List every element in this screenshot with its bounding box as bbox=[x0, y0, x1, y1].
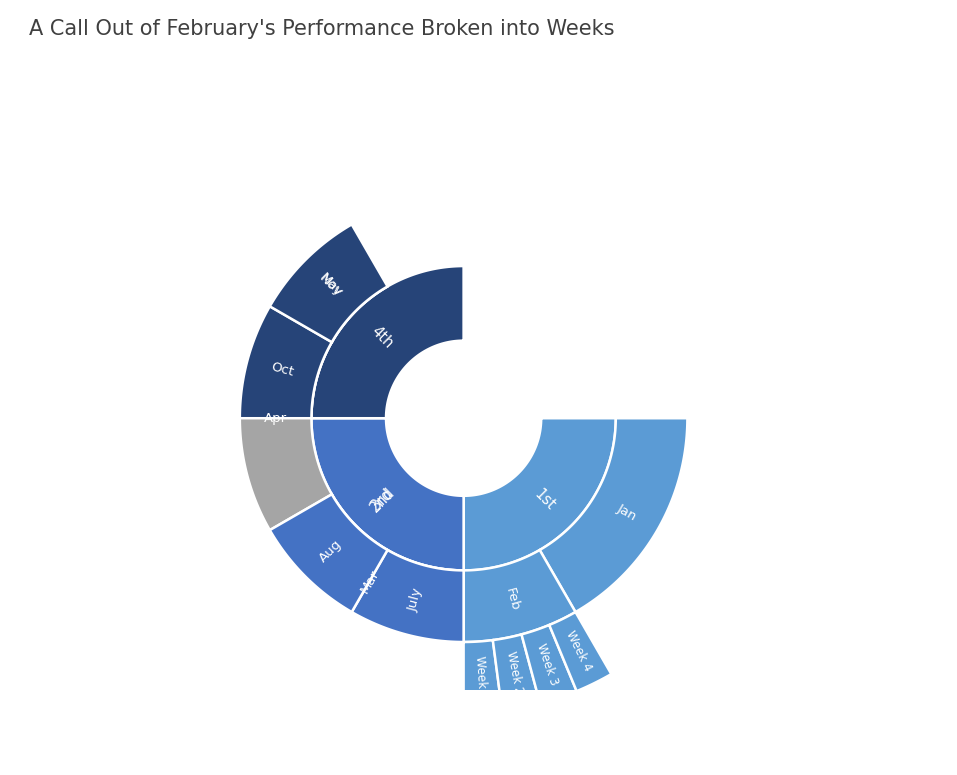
Polygon shape bbox=[493, 635, 540, 711]
Text: Week 2: Week 2 bbox=[503, 650, 524, 695]
Text: 4th: 4th bbox=[368, 323, 396, 351]
Polygon shape bbox=[270, 225, 388, 342]
Text: Mar: Mar bbox=[358, 567, 382, 595]
Text: Nov: Nov bbox=[317, 271, 345, 299]
Text: Week 3: Week 3 bbox=[534, 642, 560, 687]
Text: A Call Out of February's Performance Broken into Weeks: A Call Out of February's Performance Bro… bbox=[29, 19, 614, 40]
Text: 1st: 1st bbox=[531, 486, 558, 513]
Polygon shape bbox=[270, 494, 388, 612]
Text: Week 1: Week 1 bbox=[473, 655, 488, 699]
Polygon shape bbox=[240, 306, 332, 530]
Polygon shape bbox=[463, 550, 575, 642]
Text: Oct: Oct bbox=[269, 360, 295, 379]
Polygon shape bbox=[352, 550, 463, 642]
Text: Jan: Jan bbox=[614, 501, 638, 523]
Polygon shape bbox=[311, 266, 463, 419]
Polygon shape bbox=[240, 306, 332, 418]
Text: Week 4: Week 4 bbox=[563, 629, 594, 673]
Polygon shape bbox=[522, 625, 577, 704]
Polygon shape bbox=[311, 418, 463, 570]
Polygon shape bbox=[540, 418, 687, 612]
Text: Apr: Apr bbox=[264, 412, 287, 425]
Polygon shape bbox=[463, 418, 615, 570]
Polygon shape bbox=[270, 494, 463, 642]
Text: Aug: Aug bbox=[317, 537, 345, 565]
Text: 2nd: 2nd bbox=[367, 484, 397, 515]
Polygon shape bbox=[311, 418, 463, 570]
Text: May: May bbox=[317, 271, 345, 300]
Polygon shape bbox=[549, 612, 612, 691]
Polygon shape bbox=[270, 225, 388, 342]
Polygon shape bbox=[463, 640, 502, 714]
Text: 3rd: 3rd bbox=[368, 486, 396, 513]
Text: Feb: Feb bbox=[503, 587, 522, 613]
Text: July: July bbox=[406, 587, 424, 613]
